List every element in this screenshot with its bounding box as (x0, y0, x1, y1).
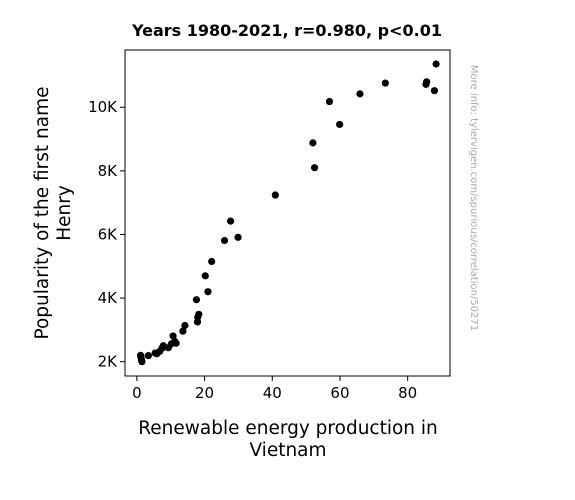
data-point (144, 352, 152, 360)
data-point (195, 310, 203, 318)
x-tick-label: 60 (330, 384, 349, 402)
y-tick-label: 8K (98, 162, 119, 180)
data-point (208, 257, 216, 266)
y-axis-label-line-1: Popularity of the first name (32, 86, 53, 339)
data-point (234, 233, 242, 241)
data-point (336, 120, 344, 129)
data-point (423, 78, 431, 86)
data-point (192, 296, 201, 304)
data-point (169, 332, 177, 340)
data-point (310, 164, 319, 172)
y-tick-label: 2K (98, 353, 119, 371)
y-tick-label: 10K (88, 98, 118, 116)
x-tick-label: 0 (132, 384, 142, 402)
y-axis-label-line-2: Henry (54, 185, 75, 241)
y-tick-label: 6K (98, 225, 119, 243)
x-axis-label-line-2: Vietnam (249, 440, 326, 461)
data-point (430, 87, 439, 95)
data-point (172, 339, 180, 347)
x-axis-ticks: 0 20 40 60 80 (132, 376, 417, 402)
x-axis-label-line-1: Renewable energy production in (138, 418, 438, 439)
x-tick-label: 80 (398, 384, 417, 402)
data-point (227, 217, 235, 225)
data-point (204, 288, 212, 296)
data-point (181, 321, 189, 330)
data-points (136, 60, 440, 366)
data-point (356, 90, 364, 98)
data-point (179, 327, 187, 335)
data-point (432, 60, 440, 68)
data-point (220, 236, 229, 245)
data-point (271, 191, 279, 199)
y-tick-label: 4K (98, 289, 119, 307)
data-point (309, 139, 317, 147)
data-point (138, 358, 146, 366)
x-tick-label: 20 (195, 384, 214, 402)
x-tick-label: 40 (263, 384, 282, 402)
y-axis-ticks: 2K 4K 6K 8K 10K (88, 98, 125, 371)
chart-title: Years 1980-2021, r=0.980, p<0.01 (131, 21, 442, 40)
data-point (201, 272, 209, 280)
watermark-text: More info: tylervigen.com/spurious/corre… (468, 65, 479, 331)
data-point (381, 79, 389, 87)
plot-area-frame (124, 49, 451, 377)
data-point (325, 97, 334, 106)
